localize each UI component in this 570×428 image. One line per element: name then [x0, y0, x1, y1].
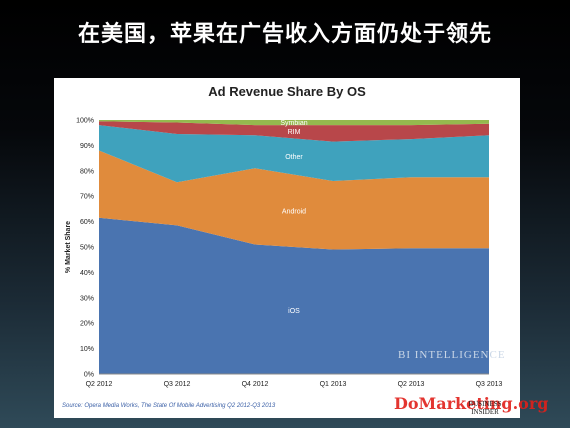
area-ios — [99, 217, 489, 374]
series-labels: iOS Android Other RIM Symbian — [280, 120, 307, 315]
area-other — [99, 125, 489, 183]
area-symbian — [99, 120, 489, 126]
bi-intelligence-watermark: BI INTELLIGENCE — [398, 349, 506, 361]
y-tick-label: 30% — [80, 295, 94, 302]
y-axis-label: % Market Share — [65, 221, 72, 273]
area-chart: 0% 10% 20% 30% 40% 50% 60% 70% 80% 90% 100% Q2 201… — [65, 118, 503, 389]
y-tick-label: 10% — [80, 346, 94, 353]
y-axis-ticks: 0% 10% 20% 30% 40% 50% 60% 70% 80% 90% 100% — [76, 118, 94, 379]
y-tick-label: 90% — [80, 143, 94, 150]
y-tick-label: 70% — [80, 194, 94, 201]
series-label-symbian: Symbian — [280, 120, 307, 127]
y-tick-label: 40% — [80, 270, 94, 277]
area-layers — [99, 120, 489, 374]
business-insider-logo: BUSINESS INSIDER — [468, 400, 502, 416]
y-tick-label: 60% — [80, 219, 94, 226]
y-tick-label: 0% — [84, 372, 94, 379]
area-rim — [99, 121, 489, 142]
y-tick-label: 80% — [80, 168, 94, 175]
area-android — [99, 150, 489, 250]
x-tick-label: Q4 2012 — [242, 381, 269, 388]
series-label-ios: iOS — [288, 308, 300, 315]
series-label-rim: RIM — [288, 129, 301, 136]
series-label-other: Other — [285, 154, 303, 161]
chart-title: Ad Revenue Share By OS — [208, 84, 366, 99]
series-label-android: Android — [282, 208, 306, 215]
y-tick-label: 20% — [80, 321, 94, 328]
chart-card: Ad Revenue Share By OS 0% 10% 20% 30% 40% 50%… — [54, 78, 520, 418]
domarketing-watermark: DoMarketing.org — [394, 394, 549, 413]
x-tick-label: Q2 2012 — [86, 381, 113, 388]
source-note: Source: Opera Media Works, The State Of … — [62, 403, 276, 409]
x-tick-label: Q1 2013 — [320, 381, 347, 388]
x-tick-label: Q3 2012 — [164, 381, 191, 388]
x-tick-label: Q2 2013 — [398, 381, 425, 388]
y-tick-label: 100% — [76, 118, 94, 125]
x-axis-ticks: Q2 2012 Q3 2012 Q4 2012 Q1 2013 Q2 2013 Q3 20… — [86, 381, 503, 388]
slide-headline: 在美国，苹果在广告收入方面仍处于领先 — [77, 22, 492, 47]
y-tick-label: 50% — [80, 245, 94, 252]
x-tick-label: Q3 2013 — [476, 381, 503, 388]
